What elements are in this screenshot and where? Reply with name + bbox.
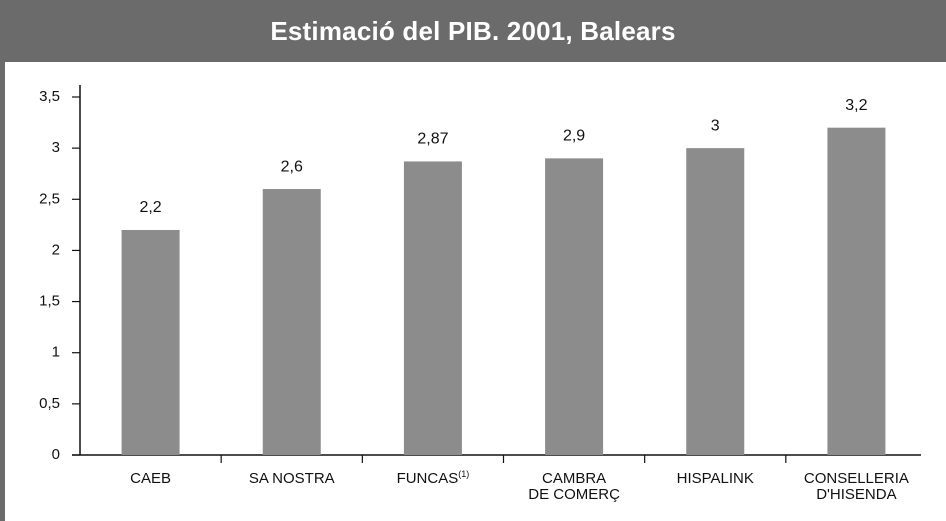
category-text: FUNCAS: [396, 470, 459, 487]
chart-title: Estimació del PIB. 2001, Balears: [0, 0, 946, 62]
x-tick-label: CAEB: [81, 471, 221, 487]
left-border: [0, 62, 5, 521]
value-label: 2,2: [139, 199, 161, 216]
bar: [686, 148, 745, 455]
y-tick-label: 3: [52, 139, 60, 156]
x-tick-label: CONSELLERIA D'HISENDA: [786, 471, 926, 503]
category-text: SA NOSTRA: [248, 470, 335, 487]
y-tick-label: 2: [52, 241, 60, 258]
y-tick-label: 2,5: [39, 190, 60, 207]
value-label: 2,6: [281, 158, 303, 175]
y-tick-label: 0: [52, 446, 60, 463]
category-text: HISPALINK: [676, 470, 754, 487]
y-tick-label: 3,5: [39, 88, 60, 105]
value-label: 2,9: [563, 128, 585, 145]
bar: [121, 229, 180, 455]
value-label: 3: [711, 117, 720, 134]
bar: [262, 189, 321, 456]
x-tick-label: HISPALINK: [645, 471, 785, 487]
bar: [403, 161, 462, 455]
x-tick-label: SA NOSTRA: [222, 471, 362, 487]
x-tick-label: CAMBRA DE COMERÇ: [504, 471, 644, 503]
value-label: 3,2: [845, 97, 867, 114]
category-text: CONSELLERIA D'HISENDA: [803, 470, 909, 503]
y-tick-label: 1: [52, 344, 60, 361]
value-label: 2,87: [417, 131, 448, 148]
bar: [827, 127, 886, 455]
y-tick-label: 0,5: [39, 395, 60, 412]
bar: [545, 158, 604, 455]
y-tick-label: 1,5: [39, 293, 60, 310]
x-tick-label: FUNCAS(1): [363, 469, 503, 487]
category-text: CAEB: [130, 470, 171, 487]
footnote-mark: (1): [458, 469, 470, 479]
category-text: CAMBRA DE COMERÇ: [528, 470, 620, 503]
